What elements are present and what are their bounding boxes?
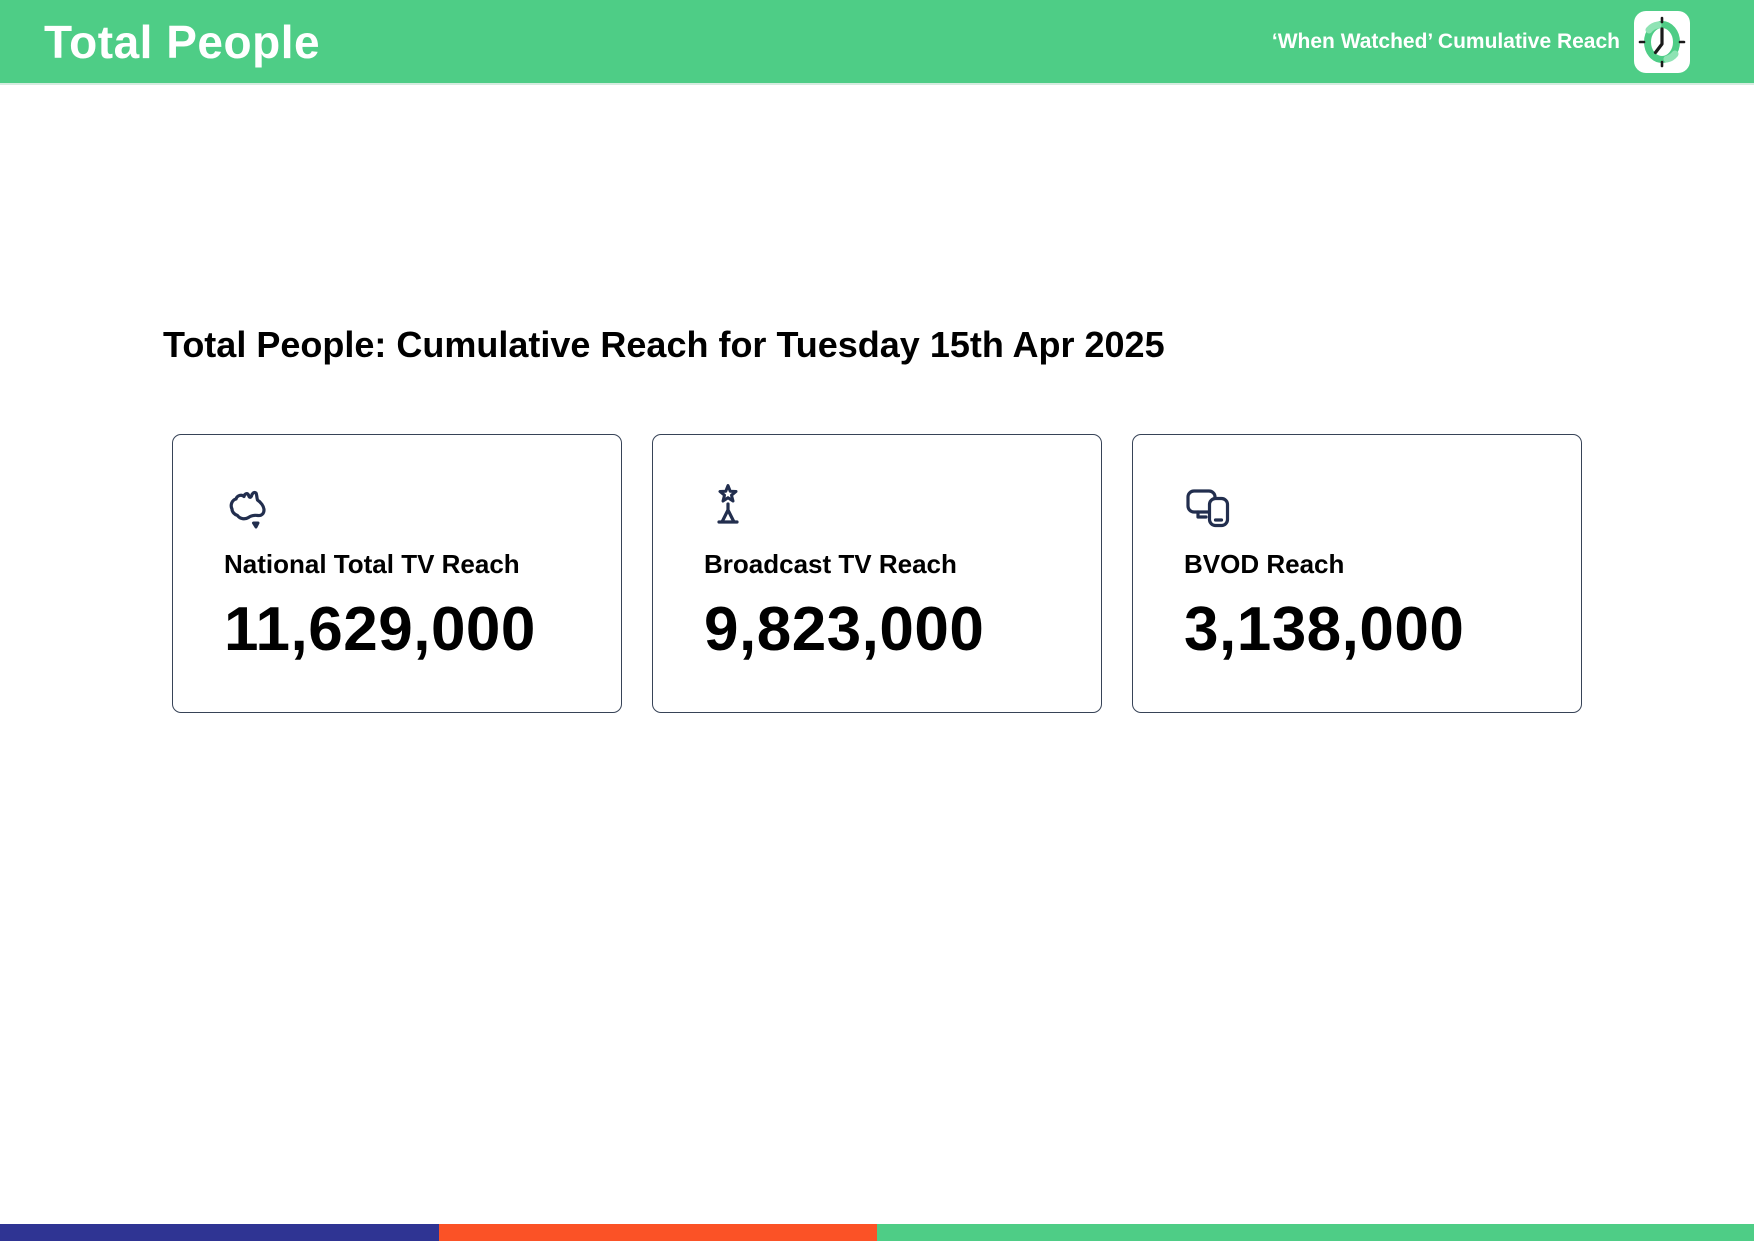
stat-cards-row: National Total TV Reach 11,629,000 Broad…	[172, 434, 1582, 713]
stat-card-value: 11,629,000	[224, 595, 536, 664]
broadcast-tower-icon	[704, 483, 752, 531]
stat-card-value: 3,138,000	[1184, 595, 1465, 664]
stat-card-label: BVOD Reach	[1184, 549, 1345, 579]
stat-card-value: 9,823,000	[704, 595, 985, 664]
stat-card-label: Broadcast TV Reach	[704, 549, 957, 579]
footer-bar-segment-orange	[438, 1224, 877, 1241]
devices-icon	[1184, 483, 1232, 531]
footer-color-bar	[0, 1224, 1754, 1241]
header: Total People ‘When Watched’ Cumulative R…	[0, 0, 1754, 83]
header-subtitle: ‘When Watched’ Cumulative Reach	[1271, 29, 1620, 53]
clock-icon	[1634, 10, 1690, 73]
australia-map-icon	[224, 483, 272, 531]
footer-bar-segment-green	[877, 1224, 1754, 1241]
stat-card-label: National Total TV Reach	[224, 549, 520, 579]
stat-card-broadcast-tv: Broadcast TV Reach 9,823,000	[652, 434, 1102, 713]
page-title: Total People	[44, 15, 321, 68]
stat-card-bvod: BVOD Reach 3,138,000	[1132, 434, 1582, 713]
report-heading: Total People: Cumulative Reach for Tuesd…	[163, 324, 1165, 365]
footer-bar-segment-blue	[0, 1224, 439, 1241]
stat-card-national-total-tv: National Total TV Reach 11,629,000	[172, 434, 622, 713]
